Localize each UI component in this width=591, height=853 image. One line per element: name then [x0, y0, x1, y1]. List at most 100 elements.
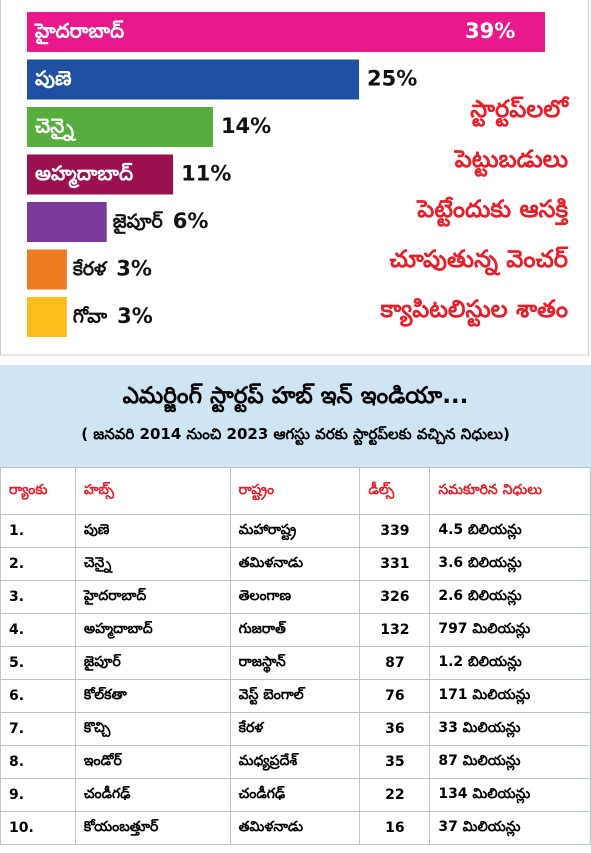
chart-title: స్టార్టప్‌లలో	[470, 95, 570, 127]
column-header: హబ్స్	[74, 467, 231, 515]
table-cell: చండీగఢ్	[74, 778, 231, 812]
table-cell: 326	[359, 580, 431, 614]
table-cell: జైపూర్	[74, 646, 231, 680]
table-cell: 16	[359, 811, 431, 845]
value-label: 3%	[116, 257, 152, 281]
table-row: 2. చెన్నై తమిళనాడు 331 3.6 బిలియన్లు	[0, 547, 591, 581]
table-row: 9. చండీగఢ్ చండీగఢ్ 22 134 మిలియన్లు	[0, 778, 591, 812]
column-header: ర్యాంకు	[0, 467, 76, 515]
table-row: 5. జైపూర్ రాజస్థాన్ 87 1.2 బిలియన్లు	[0, 646, 591, 680]
table-cell: చెన్నై	[74, 547, 231, 581]
table-cell: కొచ్చి	[74, 712, 231, 746]
value-label: 11%	[181, 162, 231, 186]
value-label: 25%	[367, 67, 417, 91]
table-cell: 8.	[0, 745, 76, 779]
table-cell: 171 మిలియన్లు	[429, 679, 591, 713]
table-cell: 9.	[0, 778, 76, 812]
table-cell: అహ్మదాబాద్	[74, 613, 231, 647]
column-header: సమకూరిన నిధులు	[429, 467, 591, 515]
table-header: ఎమర్జింగ్ స్టార్టప్ హబ్ ఇన్ ఇండియా... ( …	[0, 365, 591, 467]
bar-label: జైపూర్	[113, 211, 164, 235]
column-header: డీల్స్	[359, 467, 431, 515]
table-row: 7. కొచ్చి కేరళ 36 33 మిలియన్లు	[0, 712, 591, 746]
table-row: 1. పుణె మహారాష్ట్ర 339 4.5 బిలియన్లు	[0, 514, 591, 548]
table-cell: పుణె	[74, 514, 231, 548]
bar-label: హైదరాబాద్	[34, 19, 124, 45]
bar	[27, 249, 67, 290]
bar-label: అహ్మదాబాద్	[35, 161, 133, 189]
table-row: 4. అహ్మదాబాద్ గుజరాత్ 132 797 మిలియన్లు	[0, 613, 591, 647]
chart-title: పెట్టుబడులు	[454, 145, 568, 177]
table-cell: తెలంగాణ	[229, 580, 361, 614]
table-cell: తమిళనాడు	[229, 811, 361, 845]
table-cell: కేరళ	[229, 712, 361, 746]
table-cell: 5.	[0, 646, 76, 680]
table-cell: వెస్ట్ బెంగాల్	[229, 679, 361, 713]
table-cell: 797 మిలియన్లు	[429, 613, 591, 647]
table-cell: 134 మిలియన్లు	[429, 778, 591, 812]
table-cell: 87	[359, 646, 431, 680]
table-row: 6. కోల్‌కతా వెస్ట్ బెంగాల్ 76 171 మిలియన్లు	[0, 679, 591, 713]
table-cell: కోయంబత్తూర్	[74, 811, 231, 845]
table-cell: 22	[359, 778, 431, 812]
table-cell: 10.	[0, 811, 76, 845]
table-cell: చండీగఢ్	[229, 778, 361, 812]
table-row: 10. కోయంబత్తూర్ తమిళనాడు 16 37 మిలియన్లు	[0, 811, 591, 845]
bar	[27, 59, 360, 100]
bar	[27, 297, 67, 337]
chart-title: చూపుతున్న వెంచర్	[390, 245, 569, 276]
table-cell: 3.	[0, 580, 76, 614]
table-panel: ఎమర్జింగ్ స్టార్టప్ హబ్ ఇన్ ఇండియా... ( …	[0, 365, 591, 853]
table-cell: మధ్యప్రదేశ్	[229, 745, 361, 779]
table: ర్యాంకు హబ్స్ రాష్ట్రం డీల్స్ సమకూరిన నిధులు…	[0, 467, 591, 845]
table-cell: మహారాష్ట్ర	[229, 514, 361, 548]
bar	[27, 12, 545, 52]
bar-label: చెన్నై	[35, 114, 77, 142]
table-cell: 4.5 బిలియన్లు	[429, 514, 591, 548]
chart: హైదరాబాద్ 39% పుణె 25% చెన్నై 14% అహ్మదాబాద్ 11…	[0, 0, 589, 356]
table-row: 3. హైదరాబాద్ తెలంగాణ 326 2.6 బిలియన్లు	[0, 580, 591, 614]
table-cell: 33 మిలియన్లు	[429, 712, 591, 746]
bar	[27, 202, 107, 242]
bar	[27, 107, 213, 147]
value-label: 39%	[465, 19, 515, 43]
table-cell: 6.	[0, 679, 76, 713]
table-cell: తమిళనాడు	[229, 547, 361, 581]
chart-title: పెట్టేందుకు ఆసక్తి	[416, 195, 569, 227]
table-cell: 87 మిలియన్లు	[429, 745, 591, 779]
table-cell: 331	[359, 547, 431, 581]
column-header: రాష్ట్రం	[229, 467, 361, 515]
table-cell: 339	[359, 514, 431, 548]
table-title: ఎమర్జింగ్ స్టార్టప్ హబ్ ఇన్ ఇండియా...	[122, 383, 469, 409]
table-cell: రాజస్థాన్	[229, 646, 361, 680]
value-label: 3%	[117, 304, 153, 328]
table-cell: 4.	[0, 613, 76, 647]
table-cell: 37 మిలియన్లు	[429, 811, 591, 845]
table-cell: 7.	[0, 712, 76, 746]
chart-title: క్యాపిటలిస్టుల శాతం	[379, 295, 568, 327]
table-cell: 36	[359, 712, 431, 746]
bar	[27, 154, 174, 195]
table-cell: 1.2 బిలియన్లు	[429, 646, 591, 680]
table-cell: 132	[359, 613, 431, 647]
table-cell: 2.6 బిలియన్లు	[429, 580, 591, 614]
table-cell: కోల్‌కతా	[74, 679, 231, 713]
table-row: 8. ఇండోర్ మధ్యప్రదేశ్ 35 87 మిలియన్లు	[0, 745, 591, 779]
value-label: 6%	[173, 209, 209, 233]
table-cell: 35	[359, 745, 431, 779]
header-row: ర్యాంకు హబ్స్ రాష్ట్రం డీల్స్ సమకూరిన నిధులు	[0, 467, 591, 515]
bar-label: కేరళ	[72, 258, 108, 280]
table-cell: 3.6 బిలియన్లు	[429, 547, 591, 581]
table-cell: గుజరాత్	[229, 613, 361, 647]
table-cell: 1.	[0, 514, 76, 548]
bar-label: పుణె	[35, 66, 72, 90]
value-label: 14%	[221, 114, 271, 138]
bar-label: గోవా	[73, 306, 107, 328]
frame	[0, 0, 589, 356]
table-cell: హైదరాబాద్	[74, 580, 231, 614]
table-subtitle: ( జనవరి 2014 నుంచి 2023 ఆగస్టు వరకు స్టా…	[81, 425, 510, 443]
table-cell: 2.	[0, 547, 76, 581]
table-cell: ఇండోర్	[74, 745, 231, 779]
table-cell: 76	[359, 679, 431, 713]
